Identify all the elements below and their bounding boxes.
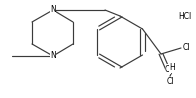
Text: O: O: [165, 64, 171, 74]
Text: H: H: [169, 64, 175, 73]
Text: N: N: [50, 5, 56, 15]
Text: N: N: [50, 52, 56, 60]
Text: Cl: Cl: [166, 78, 174, 87]
Text: Cl: Cl: [183, 44, 191, 53]
Text: HCl: HCl: [178, 12, 192, 21]
